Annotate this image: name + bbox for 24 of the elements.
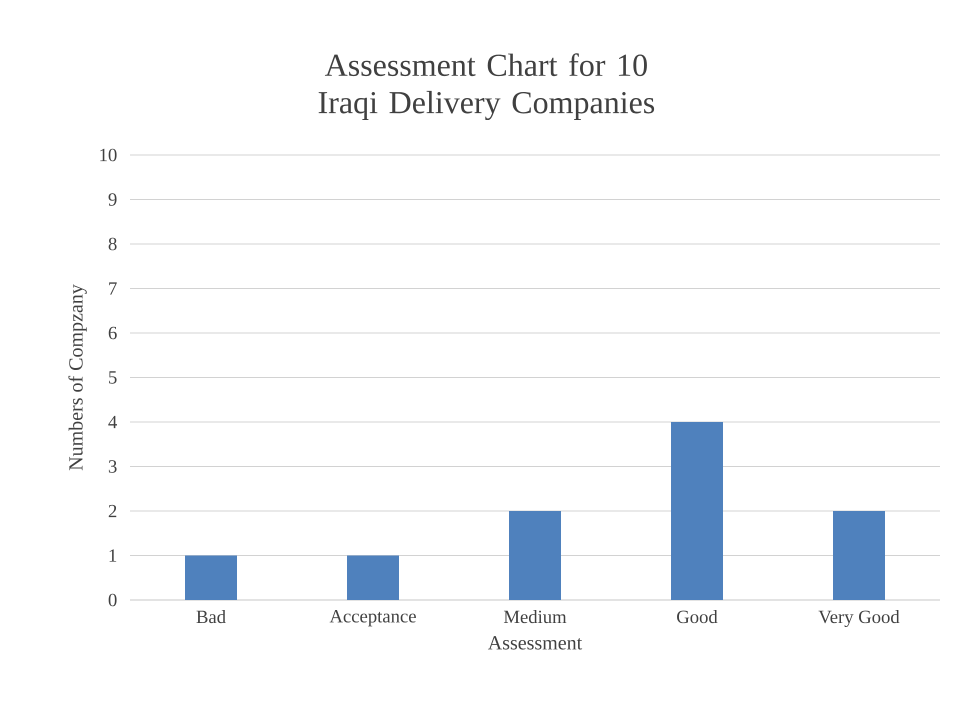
y-tick-label: 5 xyxy=(109,371,117,384)
y-tick-label: 6 xyxy=(108,326,117,340)
y-tick-label: 10 xyxy=(100,148,117,162)
bar xyxy=(671,422,724,600)
x-axis-title: Assessment xyxy=(488,636,582,650)
y-tick-label: 0 xyxy=(108,594,117,606)
y-tick-label: 4 xyxy=(108,416,118,428)
bar xyxy=(833,511,886,600)
bar xyxy=(509,511,562,600)
chart-title: Assessment Chart for 10 Iraqi Delivery Companies xyxy=(318,53,654,120)
y-tick-label: 9 xyxy=(108,193,117,206)
x-tick-label: Bad xyxy=(196,610,226,624)
y-axis-title: Numbers of Compzany xyxy=(68,284,87,470)
y-tick-label: 2 xyxy=(108,504,116,518)
y-tick-label: 3 xyxy=(108,460,117,473)
x-tick-label: Medium xyxy=(504,610,566,624)
y-tick-label: 8 xyxy=(108,238,117,250)
y-tick-label: 1 xyxy=(110,549,116,562)
x-tick-label: Good xyxy=(677,610,718,624)
bar xyxy=(347,556,400,600)
x-tick-label: Very Good xyxy=(818,610,900,628)
x-tick-label: Acceptance xyxy=(330,610,416,626)
bar xyxy=(185,556,238,600)
y-tick-label: 7 xyxy=(109,282,117,295)
